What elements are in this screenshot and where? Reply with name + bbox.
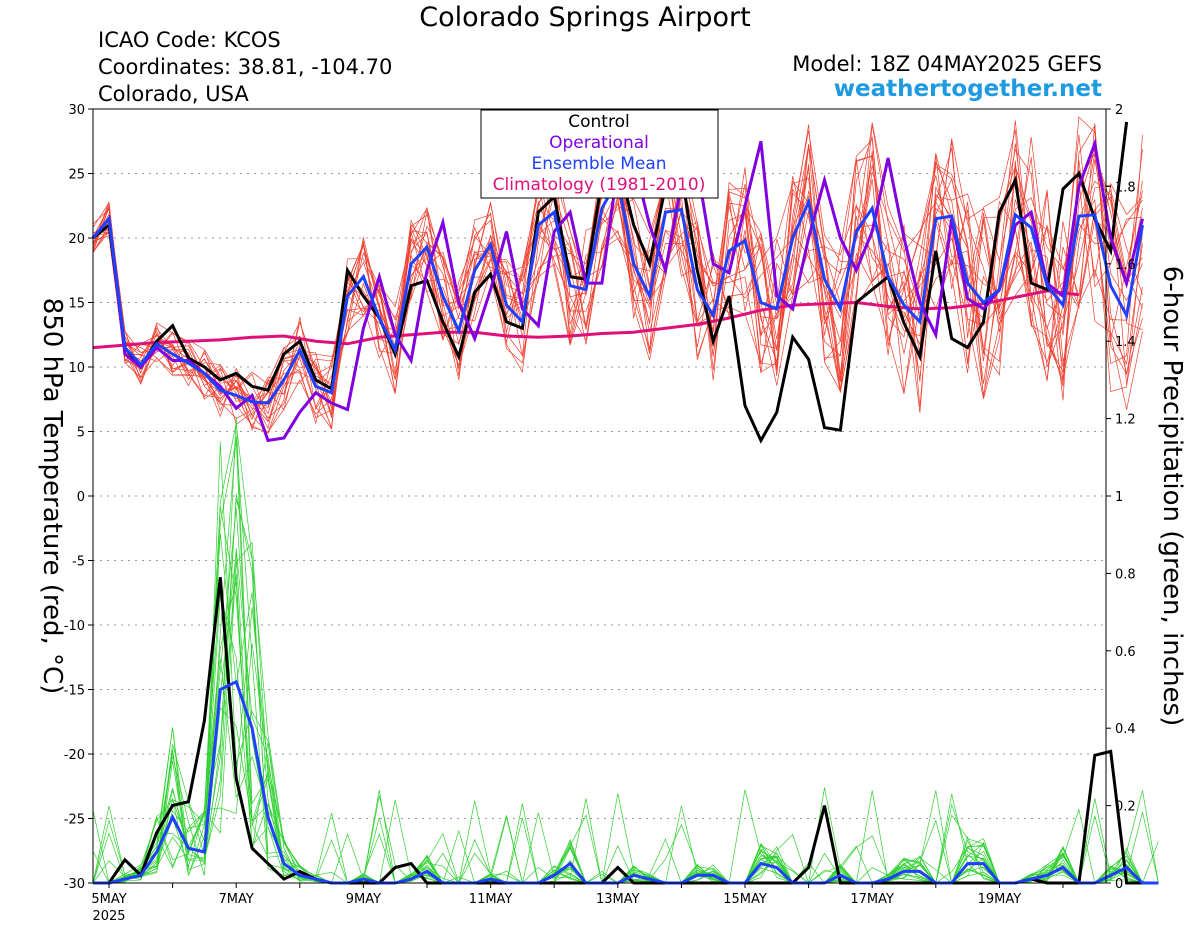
x-tick-label: 7MAY [219, 892, 254, 907]
legend-box [480, 109, 719, 199]
ensemble-members-precipitation [92, 417, 1159, 885]
temperature-member-line [92, 141, 1143, 432]
y2-tick-label: 0.6 [1115, 645, 1136, 660]
temperature-member-line [93, 189, 1143, 408]
precipitation-member-line [93, 499, 1159, 884]
right-axis-ticks: 2 1.8 1.6 1.4 1.2 1 0.8 0.6 0.4 0.2 0 [1106, 103, 1136, 892]
precipitation-member-line [93, 506, 1159, 884]
y-tick-label: 0 [77, 490, 85, 505]
y-axis-label-right: 6-hour Precipitation (green, inches) [1157, 266, 1187, 726]
precipitation-member-line [93, 441, 1159, 884]
y2-tick-label: 0 [1115, 877, 1123, 892]
y2-tick-label: 0.2 [1115, 800, 1136, 815]
climatology-line [92, 289, 1080, 350]
x-tick-label: 11MAY [469, 892, 513, 907]
region: Colorado, USA [98, 82, 249, 106]
precipitation-member-line [93, 643, 1159, 884]
brand-link[interactable]: weathertogether.net [833, 76, 1102, 102]
x-tick-label: 9MAY [346, 892, 381, 907]
y-tick-label: 5 [77, 426, 85, 441]
temperature-member-line [92, 145, 1143, 415]
y2-tick-label: 0.4 [1115, 722, 1136, 737]
x-tick-year: 2025 [92, 909, 125, 924]
x-tick-label: 17MAY [850, 892, 894, 907]
precipitation-member-line [92, 417, 1159, 884]
precipitation-member-line [93, 436, 1159, 884]
precipitation-member-line [93, 439, 1159, 884]
y-tick-label: -15 [64, 684, 85, 699]
y-tick-label: 20 [68, 232, 85, 247]
x-axis-ticks: 5MAY 2025 7MAY 9MAY 11MAY 13MAY 15MAY 17MAY 19MA… [91, 883, 1064, 924]
y2-tick-label: 1 [1115, 490, 1123, 505]
x-tick-label: 13MAY [596, 892, 640, 907]
y2-tick-label: 1.4 [1115, 335, 1136, 350]
y-tick-label: 30 [68, 103, 85, 118]
legend-climatology: Climatology (1981-2010) [493, 175, 706, 195]
y2-tick-label: 1.8 [1115, 180, 1136, 195]
precipitation-member-line [92, 423, 1159, 884]
y2-tick-label: 0.8 [1115, 567, 1136, 582]
coordinates: Coordinates: 38.81, -104.70 [98, 55, 393, 79]
y-tick-label: -30 [64, 877, 85, 892]
y-tick-label: -5 [72, 555, 85, 570]
legend: Control Operational Ensemble Mean Climat… [480, 109, 719, 199]
x-tick-label: 5MAY [91, 892, 126, 907]
y2-tick-label: 2 [1115, 103, 1123, 118]
y-tick-label: -25 [64, 813, 85, 828]
y2-tick-label: 1.6 [1115, 258, 1136, 273]
legend-ensemble-mean: Ensemble Mean [531, 154, 666, 174]
y-tick-label: -20 [64, 748, 85, 763]
y-tick-label: 10 [68, 361, 85, 376]
model-run: Model: 18Z 04MAY2025 GEFS [792, 52, 1102, 76]
y2-tick-label: 1.2 [1115, 413, 1136, 428]
temperature-member-line [92, 116, 1143, 409]
main-series [91, 121, 1159, 885]
y-axis-label-left: 850 hPa Temperature (red, °C) [37, 298, 67, 695]
x-tick-label: 19MAY [978, 892, 1022, 907]
legend-operational: Operational [549, 133, 649, 153]
legend-control: Control [568, 112, 629, 132]
left-axis-ticks: 30 25 20 15 10 5 0 -5 -10 -15 -20 -25 -30 [64, 103, 93, 892]
y-tick-label: -10 [64, 619, 85, 634]
x-tick-label: 15MAY [723, 892, 767, 907]
y-tick-label: 25 [68, 168, 85, 183]
icao-code: ICAO Code: KCOS [98, 28, 281, 52]
mean-precipitation-line [93, 679, 1159, 885]
y-tick-label: 15 [68, 297, 85, 312]
chart-title: Colorado Springs Airport [419, 2, 751, 33]
